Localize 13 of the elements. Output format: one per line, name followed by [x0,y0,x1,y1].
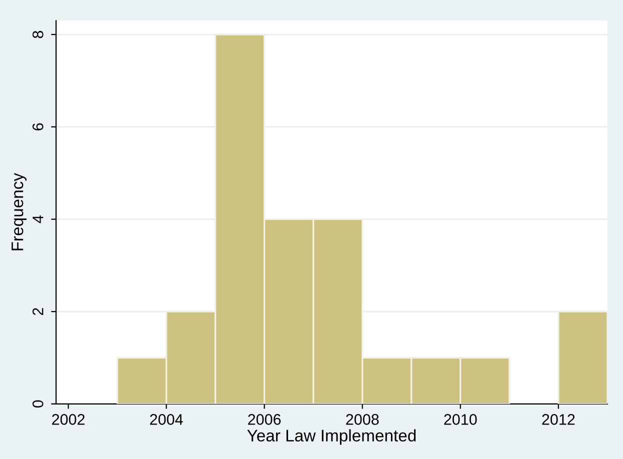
x-axis-title: Year Law Implemented [247,429,416,445]
y-tick-label: 6 [32,123,44,130]
x-tick-label: 2012 [542,414,575,425]
y-axis-title: Frequency [12,172,27,250]
x-tick-label: 2004 [150,414,183,425]
x-tick-label: 2010 [444,414,477,425]
y-tick-label: 2 [32,308,44,316]
x-tick-label: 2008 [346,414,379,425]
y-tick-label: 8 [32,30,44,38]
x-tick-label: 2002 [52,414,85,425]
y-tick-label: 4 [32,215,44,224]
x-tick-label: 2006 [248,414,281,425]
y-tick-label: 0 [32,400,44,408]
